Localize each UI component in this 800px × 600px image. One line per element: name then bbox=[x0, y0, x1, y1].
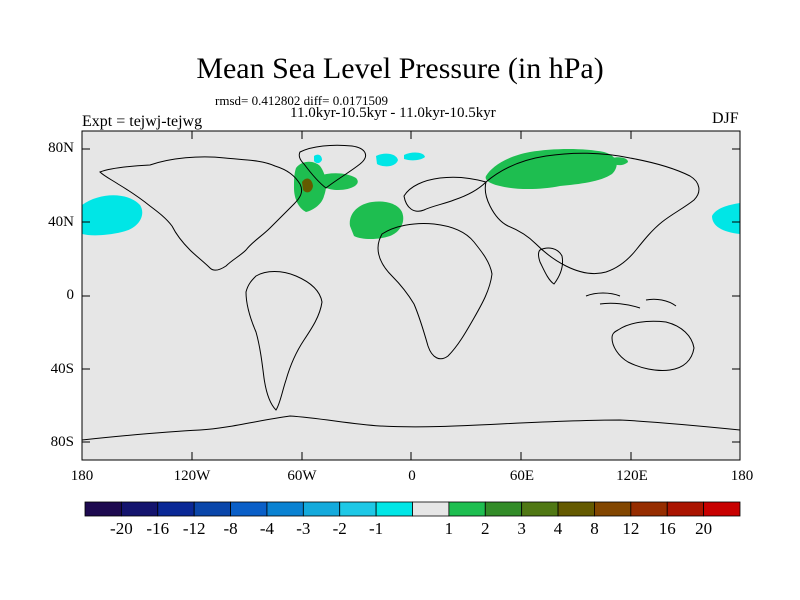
africa-coast bbox=[377, 223, 493, 360]
colorbar-label: 12 bbox=[622, 519, 640, 538]
north-america-coast bbox=[99, 156, 303, 271]
lon-label-180e: 180 bbox=[730, 468, 754, 484]
colorbar-swatch bbox=[157, 501, 195, 517]
greenland-cyan-small-region bbox=[404, 152, 425, 161]
colorbar-swatch bbox=[484, 501, 523, 517]
atlantic-green-band-region bbox=[318, 173, 358, 190]
colorbar-label: -20 bbox=[110, 519, 133, 538]
colorbar-swatch bbox=[230, 501, 268, 517]
colorbar-swatch bbox=[339, 501, 377, 517]
lon-label-180w: 180 bbox=[70, 468, 94, 484]
arctic-green-patch bbox=[612, 157, 628, 166]
colorbar-label: -2 bbox=[332, 519, 347, 538]
colorbar-label: -3 bbox=[296, 519, 311, 538]
colorbar-label: -8 bbox=[223, 519, 238, 538]
lat-label-40n: 40N bbox=[48, 214, 74, 230]
axis-ticks bbox=[82, 131, 740, 460]
colorbar-swatch bbox=[703, 501, 741, 517]
lon-label-120w: 120W bbox=[173, 468, 211, 484]
colorbar-swatch bbox=[84, 501, 122, 517]
colorbar bbox=[84, 501, 741, 517]
greenland-coast bbox=[298, 144, 367, 189]
colorbar-label: 20 bbox=[695, 519, 713, 538]
map-background bbox=[82, 131, 740, 460]
colorbar-label: -1 bbox=[369, 519, 384, 538]
season-label: DJF bbox=[712, 110, 739, 127]
australia-coast bbox=[611, 320, 695, 371]
colorbar-swatch bbox=[412, 501, 450, 517]
europe-coast bbox=[403, 176, 487, 212]
labrador-cyan-region bbox=[314, 154, 322, 164]
colorbar-label: 1 bbox=[444, 519, 454, 538]
colorbar-swatch bbox=[302, 501, 341, 517]
lon-label-120e: 120E bbox=[616, 468, 648, 484]
antarctica-coast bbox=[82, 415, 740, 441]
rmsd-stats: rmsd= 0.412802 diff= 0.0171509 bbox=[215, 93, 388, 108]
colorbar-label: 2 bbox=[481, 519, 490, 538]
lon-label-60w: 60W bbox=[287, 468, 317, 484]
colorbar-swatch bbox=[594, 501, 632, 517]
colorbar-swatch bbox=[521, 501, 559, 517]
lat-label-40s: 40S bbox=[50, 361, 74, 377]
colorbar-label: -4 bbox=[259, 519, 275, 538]
pacific-east-cyan-region bbox=[712, 203, 740, 234]
south-america-coast bbox=[245, 271, 323, 411]
pacific-west-cyan-region bbox=[82, 195, 143, 236]
coastlines bbox=[82, 144, 740, 441]
colorbar-label: -12 bbox=[182, 519, 206, 538]
greenland-cyan-region bbox=[376, 153, 398, 167]
period-label: 11.0kyr-10.5kyr - 11.0kyr-10.5kyr bbox=[290, 105, 496, 121]
colorbar-label: -16 bbox=[146, 519, 170, 538]
lat-label-80n: 80N bbox=[48, 140, 74, 156]
colorbar-swatch bbox=[120, 501, 159, 517]
colorbar-label: 16 bbox=[658, 519, 676, 538]
indonesia-coast bbox=[585, 292, 677, 309]
north-america-brown-core bbox=[302, 178, 313, 193]
lat-label-80s: 80S bbox=[50, 434, 74, 450]
colorbar-swatch bbox=[448, 501, 486, 517]
colorbar-label: 8 bbox=[590, 519, 599, 538]
colorbar-swatch bbox=[266, 501, 304, 517]
colorbar-swatch bbox=[666, 501, 705, 517]
colorbar-swatch bbox=[630, 501, 668, 517]
colorbar-swatch bbox=[375, 501, 413, 517]
lon-label-0: 0 bbox=[408, 468, 416, 484]
map-title: Mean Sea Level Pressure (in hPa) bbox=[196, 52, 604, 85]
eurasia-green-region bbox=[485, 149, 617, 189]
india-coast bbox=[538, 247, 563, 285]
lat-label-0: 0 bbox=[66, 287, 75, 303]
colorbar-swatch bbox=[557, 501, 595, 517]
experiment-label: Expt = tejwj-tejwg bbox=[82, 113, 203, 130]
colorbar-label: 3 bbox=[517, 519, 526, 538]
asia-coast bbox=[484, 152, 700, 275]
colorbar-swatch bbox=[193, 501, 231, 517]
colorbar-label: 4 bbox=[553, 519, 563, 538]
lon-label-60e: 60E bbox=[509, 468, 535, 484]
